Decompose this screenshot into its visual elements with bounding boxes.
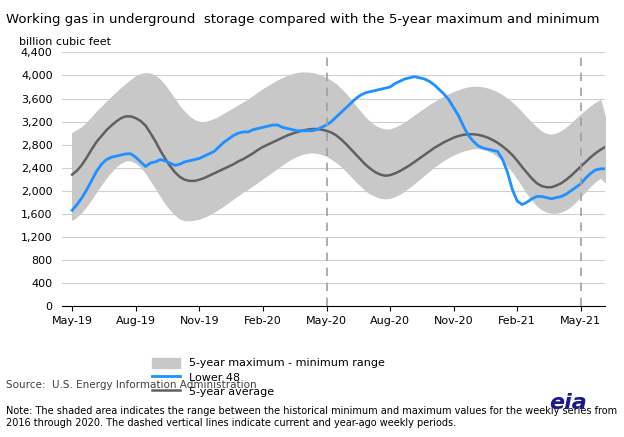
Line: 5-year average: 5-year average — [72, 116, 605, 187]
5-year average — [333, 133, 340, 138]
Lower 48 — [225, 136, 232, 142]
Lower 48 — [328, 119, 335, 124]
5-year average — [230, 162, 237, 167]
Legend: 5-year maximum - minimum range, Lower 48, 5-year average: 5-year maximum - minimum range, Lower 48… — [152, 357, 385, 397]
Lower 48 — [411, 74, 418, 79]
5-year average — [543, 184, 550, 190]
Text: Note: The shaded area indicates the range between the historical minimum and max: Note: The shaded area indicates the rang… — [6, 406, 617, 428]
5-year average — [597, 147, 604, 153]
Lower 48 — [592, 167, 599, 173]
5-year average — [69, 172, 76, 177]
5-year average — [122, 114, 130, 119]
5-year average — [450, 135, 457, 140]
5-year average — [602, 144, 609, 149]
Lower 48 — [450, 105, 457, 111]
Text: billion cubic feet: billion cubic feet — [19, 38, 111, 47]
5-year average — [318, 127, 325, 132]
Text: Working gas in underground  storage compared with the 5-year maximum and minimum: Working gas in underground storage compa… — [6, 13, 600, 26]
Line: Lower 48: Lower 48 — [72, 76, 605, 210]
Lower 48 — [602, 166, 609, 171]
Lower 48 — [572, 184, 580, 190]
Lower 48 — [69, 208, 76, 213]
Lower 48 — [313, 127, 321, 132]
Text: Source:  U.S. Energy Information Administration: Source: U.S. Energy Information Administ… — [6, 380, 257, 390]
5-year average — [577, 164, 585, 169]
Text: eia: eia — [549, 393, 587, 413]
